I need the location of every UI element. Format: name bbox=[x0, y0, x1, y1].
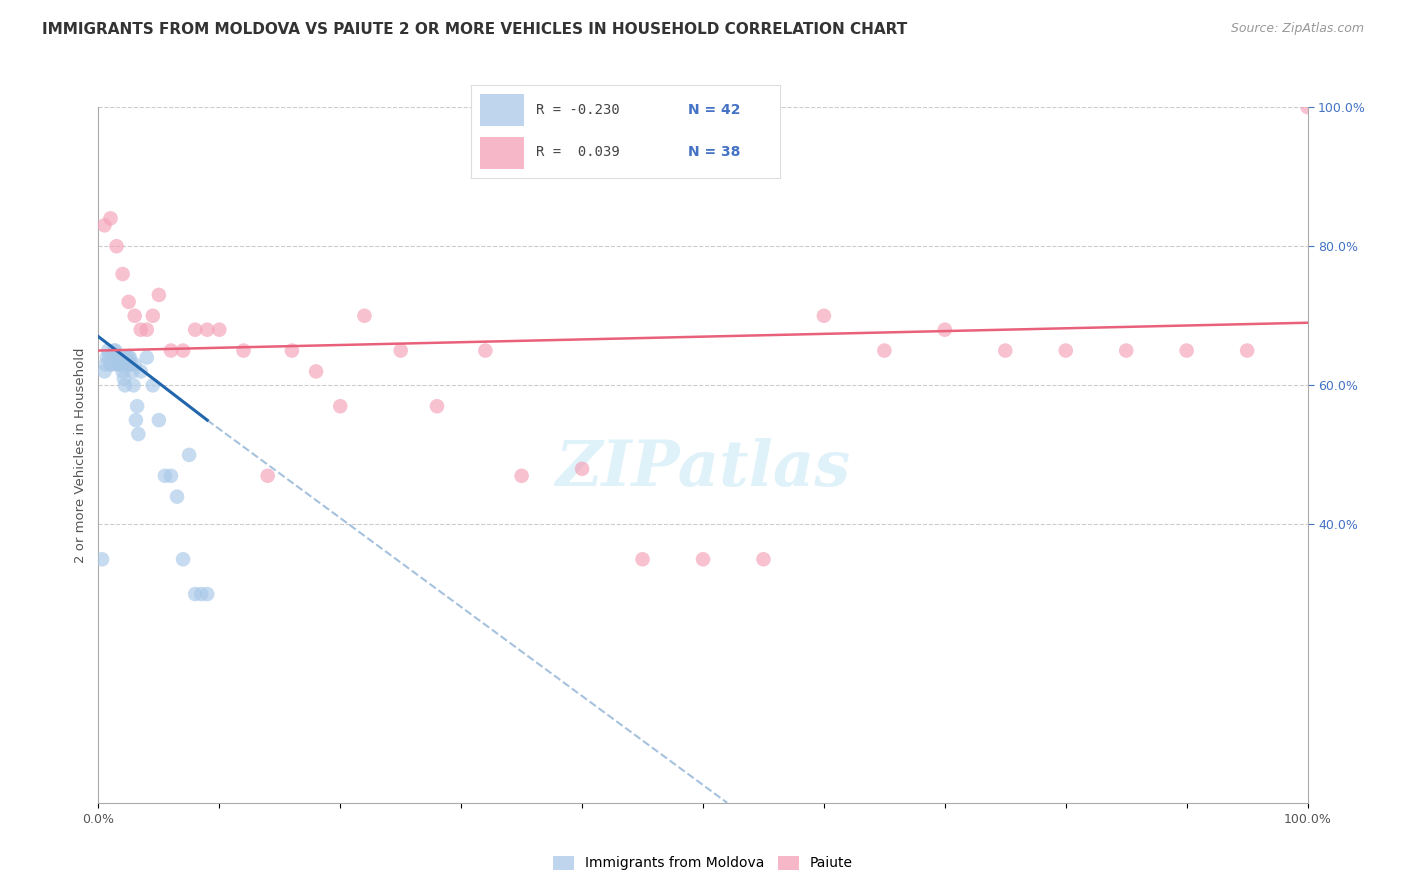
Point bbox=[873, 343, 896, 358]
Point bbox=[172, 552, 194, 566]
Point bbox=[474, 343, 496, 358]
Point bbox=[125, 413, 148, 427]
Point bbox=[121, 364, 143, 378]
Point bbox=[184, 323, 207, 337]
Point bbox=[184, 587, 207, 601]
Point bbox=[571, 462, 593, 476]
Point bbox=[148, 288, 170, 302]
Point bbox=[103, 343, 125, 358]
Point bbox=[105, 351, 128, 365]
Y-axis label: 2 or more Vehicles in Household: 2 or more Vehicles in Household bbox=[75, 347, 87, 563]
Point bbox=[256, 468, 278, 483]
Point bbox=[105, 239, 128, 253]
Point bbox=[115, 351, 138, 365]
Point bbox=[97, 343, 120, 358]
Point bbox=[208, 323, 231, 337]
Point bbox=[118, 351, 141, 365]
Point bbox=[98, 351, 121, 365]
Point bbox=[994, 343, 1017, 358]
Text: N = 38: N = 38 bbox=[688, 145, 740, 159]
Point bbox=[110, 358, 132, 372]
Point bbox=[195, 323, 218, 337]
Point bbox=[107, 358, 129, 372]
Point bbox=[142, 309, 165, 323]
Point bbox=[305, 364, 328, 378]
Point bbox=[108, 358, 131, 372]
Point bbox=[93, 364, 115, 378]
Point bbox=[135, 351, 157, 365]
Point bbox=[127, 399, 149, 413]
Point bbox=[692, 552, 714, 566]
Point bbox=[426, 399, 449, 413]
Text: R = -0.230: R = -0.230 bbox=[536, 103, 620, 117]
Bar bbox=[481, 137, 523, 169]
Point bbox=[1115, 343, 1137, 358]
Point bbox=[112, 371, 135, 385]
Point bbox=[153, 468, 176, 483]
Point bbox=[232, 343, 254, 358]
Point bbox=[631, 552, 654, 566]
Point bbox=[389, 343, 412, 358]
Point bbox=[142, 378, 165, 392]
Point bbox=[934, 323, 956, 337]
Text: R =  0.039: R = 0.039 bbox=[536, 145, 620, 159]
Text: IMMIGRANTS FROM MOLDOVA VS PAIUTE 2 OR MORE VEHICLES IN HOUSEHOLD CORRELATION CH: IMMIGRANTS FROM MOLDOVA VS PAIUTE 2 OR M… bbox=[42, 22, 907, 37]
Point bbox=[114, 378, 136, 392]
Point bbox=[111, 364, 134, 378]
Point bbox=[120, 358, 142, 372]
Point bbox=[135, 323, 157, 337]
Point bbox=[813, 309, 835, 323]
Point bbox=[127, 427, 149, 442]
Point bbox=[1236, 343, 1258, 358]
Point bbox=[752, 552, 775, 566]
Point bbox=[122, 378, 145, 392]
Point bbox=[160, 468, 183, 483]
Point bbox=[179, 448, 201, 462]
Point bbox=[148, 413, 170, 427]
Legend: Immigrants from Moldova, Paiute: Immigrants from Moldova, Paiute bbox=[547, 850, 859, 876]
Point bbox=[118, 351, 141, 365]
Point bbox=[160, 343, 183, 358]
Point bbox=[510, 468, 533, 483]
Point bbox=[1175, 343, 1198, 358]
Point bbox=[100, 358, 122, 372]
Point bbox=[353, 309, 375, 323]
Point bbox=[281, 343, 304, 358]
Point bbox=[129, 364, 152, 378]
Point bbox=[129, 323, 152, 337]
Point bbox=[166, 490, 188, 504]
Point bbox=[1296, 100, 1319, 114]
Point bbox=[93, 219, 115, 233]
Text: ZIPatlas: ZIPatlas bbox=[555, 438, 851, 500]
Text: Source: ZipAtlas.com: Source: ZipAtlas.com bbox=[1230, 22, 1364, 36]
Point bbox=[100, 211, 122, 226]
Point bbox=[108, 351, 131, 365]
Point bbox=[104, 343, 127, 358]
Point bbox=[118, 294, 141, 309]
Point bbox=[190, 587, 212, 601]
Point bbox=[96, 351, 118, 365]
Point bbox=[124, 309, 146, 323]
Point bbox=[101, 351, 124, 365]
Point bbox=[172, 343, 194, 358]
Point bbox=[91, 552, 114, 566]
Point bbox=[329, 399, 352, 413]
Bar bbox=[481, 95, 523, 126]
Point bbox=[100, 358, 122, 372]
Point bbox=[1054, 343, 1077, 358]
Point bbox=[195, 587, 218, 601]
Point bbox=[111, 267, 134, 281]
Point bbox=[94, 358, 117, 372]
Point bbox=[124, 358, 146, 372]
Text: N = 42: N = 42 bbox=[688, 103, 740, 117]
Point bbox=[117, 358, 139, 372]
